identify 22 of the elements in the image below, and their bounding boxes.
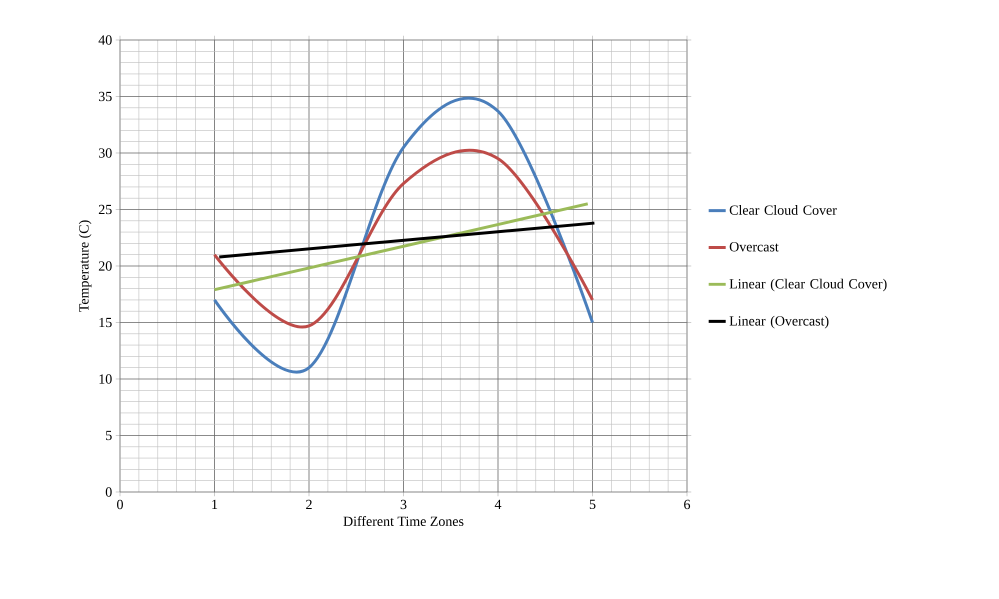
y-tick-label: 40 [98, 35, 112, 45]
y-tick-label: 0 [106, 487, 112, 497]
y-tick-label: 20 [98, 261, 112, 271]
y-tick-label: 30 [98, 148, 112, 158]
y-tick-label: 25 [98, 204, 112, 214]
y-tick-label: 5 [106, 430, 112, 440]
x-tick-label: 5 [590, 500, 596, 510]
x-tick-label: 6 [684, 500, 690, 510]
x-tick-label: 1 [212, 500, 218, 509]
y-tick-label: 10 [100, 374, 112, 384]
y-tick-label: 35 [98, 92, 112, 102]
y-tick-label: 15 [100, 318, 112, 328]
legend-label: Clear Cloud Cover [730, 205, 837, 215]
legend-label: Linear (Clear Cloud Cover) [730, 278, 887, 292]
legend-label: Overcast [730, 242, 779, 252]
x-tick-label: 2 [306, 500, 312, 510]
x-axis-title: Different Time Zones [343, 516, 464, 526]
y-axis-title: Temperature (C) [78, 220, 92, 312]
x-tick-label: 3 [400, 500, 406, 510]
x-tick-label: 0 [117, 500, 123, 510]
x-tick-label: 4 [494, 500, 502, 509]
legend-label: Linear (Overcast) [730, 316, 828, 328]
